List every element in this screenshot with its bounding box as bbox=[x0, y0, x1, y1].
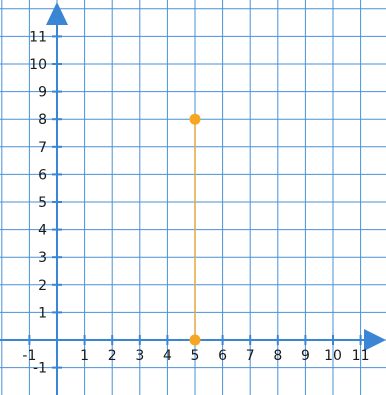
y-tick-label: 10 bbox=[29, 57, 47, 73]
x-tick-label: 2 bbox=[108, 348, 117, 364]
x-tick-label: 9 bbox=[301, 348, 310, 364]
y-tick-label: 6 bbox=[38, 167, 47, 183]
x-axis-arrow bbox=[364, 329, 386, 351]
y-tick-label: 2 bbox=[38, 278, 47, 294]
y-tick-label: 1 bbox=[38, 305, 47, 321]
x-tick-label: 3 bbox=[135, 348, 144, 364]
tick-marks bbox=[28, 35, 362, 369]
y-axis-arrow bbox=[46, 2, 68, 25]
y-tick-label: 7 bbox=[38, 140, 47, 156]
x-tick-label: 8 bbox=[273, 348, 282, 364]
x-tick-label: 5 bbox=[191, 348, 200, 364]
x-tick-label: 7 bbox=[246, 348, 255, 364]
data-point bbox=[189, 334, 201, 346]
data-point bbox=[189, 113, 201, 125]
x-tick-label: 6 bbox=[218, 348, 227, 364]
y-tick-label: 5 bbox=[38, 195, 47, 211]
y-tick-label: -1 bbox=[33, 361, 47, 377]
y-tick-label: 3 bbox=[38, 250, 47, 266]
y-tick-label: 8 bbox=[38, 112, 47, 128]
tick-labels: -1 1 2 3 4 5 6 7 8 9 10 11 -1 1 2 3 4 5 6 7 8 9 10 11 bbox=[22, 29, 369, 376]
x-tick-label: 1 bbox=[80, 348, 89, 364]
x-tick-label: 10 bbox=[324, 348, 342, 364]
x-tick-label: 4 bbox=[163, 348, 172, 364]
y-tick-label: 4 bbox=[38, 223, 47, 239]
y-tick-label: 11 bbox=[29, 29, 47, 45]
y-tick-label: 9 bbox=[38, 85, 47, 101]
x-tick-label: 11 bbox=[352, 348, 370, 364]
data-marks bbox=[189, 113, 201, 346]
x-tick-label: -1 bbox=[22, 348, 36, 364]
